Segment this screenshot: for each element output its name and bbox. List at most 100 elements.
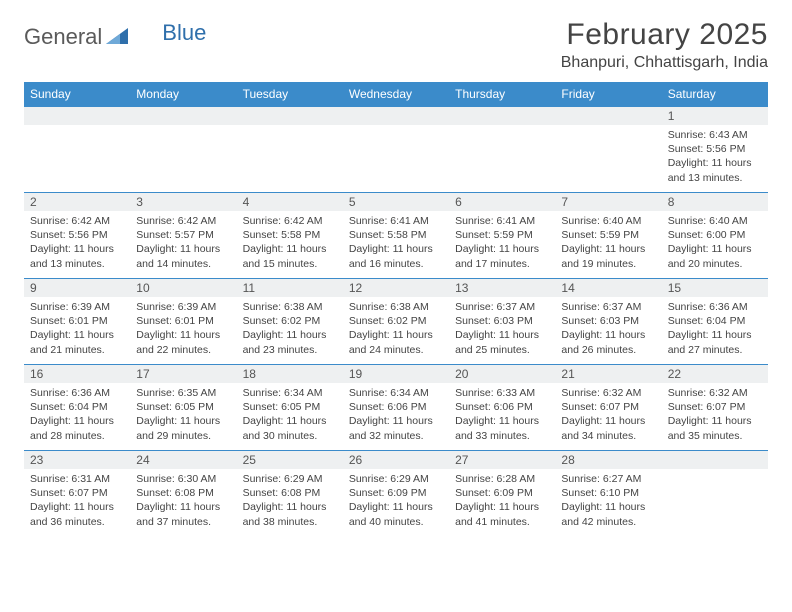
daylight-text: Daylight: 11 hours and 20 minutes. <box>668 242 762 270</box>
daylight-text: Daylight: 11 hours and 41 minutes. <box>455 500 549 528</box>
sunrise-text: Sunrise: 6:42 AM <box>136 214 230 228</box>
sunrise-text: Sunrise: 6:40 AM <box>668 214 762 228</box>
sunrise-text: Sunrise: 6:35 AM <box>136 386 230 400</box>
sunset-text: Sunset: 6:10 PM <box>561 486 655 500</box>
sunset-text: Sunset: 6:07 PM <box>668 400 762 414</box>
day-number: 4 <box>237 193 343 211</box>
sunrise-text: Sunrise: 6:31 AM <box>30 472 124 486</box>
calendar-cell: 1Sunrise: 6:43 AMSunset: 5:56 PMDaylight… <box>662 107 768 193</box>
daylight-text: Daylight: 11 hours and 19 minutes. <box>561 242 655 270</box>
daylight-text: Daylight: 11 hours and 36 minutes. <box>30 500 124 528</box>
day-number: 23 <box>24 451 130 469</box>
sunset-text: Sunset: 5:57 PM <box>136 228 230 242</box>
sunset-text: Sunset: 6:07 PM <box>561 400 655 414</box>
calendar-cell <box>130 107 236 193</box>
day-number: 15 <box>662 279 768 297</box>
daylight-text: Daylight: 11 hours and 33 minutes. <box>455 414 549 442</box>
calendar-week-row: 23Sunrise: 6:31 AMSunset: 6:07 PMDayligh… <box>24 451 768 537</box>
day-number: 27 <box>449 451 555 469</box>
day-number <box>130 107 236 125</box>
sunset-text: Sunset: 6:09 PM <box>349 486 443 500</box>
daylight-text: Daylight: 11 hours and 23 minutes. <box>243 328 337 356</box>
calendar-cell <box>24 107 130 193</box>
daylight-text: Daylight: 11 hours and 17 minutes. <box>455 242 549 270</box>
day-number: 1 <box>662 107 768 125</box>
daylight-text: Daylight: 11 hours and 27 minutes. <box>668 328 762 356</box>
calendar-cell: 10Sunrise: 6:39 AMSunset: 6:01 PMDayligh… <box>130 279 236 365</box>
location-label: Bhanpuri, Chhattisgarh, India <box>561 54 768 72</box>
calendar-cell: 17Sunrise: 6:35 AMSunset: 6:05 PMDayligh… <box>130 365 236 451</box>
page-header: General Blue February 2025 Bhanpuri, Chh… <box>24 18 768 72</box>
day-details: Sunrise: 6:28 AMSunset: 6:09 PMDaylight:… <box>449 469 555 533</box>
calendar-cell: 12Sunrise: 6:38 AMSunset: 6:02 PMDayligh… <box>343 279 449 365</box>
calendar-cell <box>662 451 768 537</box>
day-number: 21 <box>555 365 661 383</box>
calendar-cell: 28Sunrise: 6:27 AMSunset: 6:10 PMDayligh… <box>555 451 661 537</box>
day-details: Sunrise: 6:39 AMSunset: 6:01 PMDaylight:… <box>130 297 236 361</box>
day-number <box>662 451 768 469</box>
sunrise-text: Sunrise: 6:42 AM <box>243 214 337 228</box>
calendar-week-row: 9Sunrise: 6:39 AMSunset: 6:01 PMDaylight… <box>24 279 768 365</box>
day-details: Sunrise: 6:41 AMSunset: 5:59 PMDaylight:… <box>449 211 555 275</box>
day-number: 13 <box>449 279 555 297</box>
day-number: 6 <box>449 193 555 211</box>
day-details: Sunrise: 6:37 AMSunset: 6:03 PMDaylight:… <box>555 297 661 361</box>
day-details: Sunrise: 6:40 AMSunset: 6:00 PMDaylight:… <box>662 211 768 275</box>
weekday-header: Thursday <box>449 82 555 107</box>
day-details: Sunrise: 6:32 AMSunset: 6:07 PMDaylight:… <box>555 383 661 447</box>
sunset-text: Sunset: 5:56 PM <box>668 142 762 156</box>
calendar-cell: 25Sunrise: 6:29 AMSunset: 6:08 PMDayligh… <box>237 451 343 537</box>
calendar-cell: 11Sunrise: 6:38 AMSunset: 6:02 PMDayligh… <box>237 279 343 365</box>
sunset-text: Sunset: 6:06 PM <box>455 400 549 414</box>
brand-part1: General <box>24 24 102 50</box>
day-number <box>24 107 130 125</box>
sunset-text: Sunset: 6:05 PM <box>243 400 337 414</box>
calendar-cell: 7Sunrise: 6:40 AMSunset: 5:59 PMDaylight… <box>555 193 661 279</box>
day-details: Sunrise: 6:32 AMSunset: 6:07 PMDaylight:… <box>662 383 768 447</box>
sunset-text: Sunset: 5:58 PM <box>243 228 337 242</box>
sunrise-text: Sunrise: 6:33 AM <box>455 386 549 400</box>
sunset-text: Sunset: 6:02 PM <box>349 314 443 328</box>
sunset-text: Sunset: 6:05 PM <box>136 400 230 414</box>
sunset-text: Sunset: 5:58 PM <box>349 228 443 242</box>
sunset-text: Sunset: 6:06 PM <box>349 400 443 414</box>
day-details: Sunrise: 6:33 AMSunset: 6:06 PMDaylight:… <box>449 383 555 447</box>
calendar-cell <box>237 107 343 193</box>
sunset-text: Sunset: 6:01 PM <box>30 314 124 328</box>
calendar-week-row: 1Sunrise: 6:43 AMSunset: 5:56 PMDaylight… <box>24 107 768 193</box>
weekday-row: SundayMondayTuesdayWednesdayThursdayFrid… <box>24 82 768 107</box>
day-number <box>555 107 661 125</box>
calendar-cell <box>449 107 555 193</box>
daylight-text: Daylight: 11 hours and 21 minutes. <box>30 328 124 356</box>
calendar-cell: 20Sunrise: 6:33 AMSunset: 6:06 PMDayligh… <box>449 365 555 451</box>
daylight-text: Daylight: 11 hours and 29 minutes. <box>136 414 230 442</box>
day-details: Sunrise: 6:35 AMSunset: 6:05 PMDaylight:… <box>130 383 236 447</box>
calendar-cell: 6Sunrise: 6:41 AMSunset: 5:59 PMDaylight… <box>449 193 555 279</box>
sunset-text: Sunset: 5:59 PM <box>455 228 549 242</box>
sunrise-text: Sunrise: 6:38 AM <box>243 300 337 314</box>
day-details: Sunrise: 6:38 AMSunset: 6:02 PMDaylight:… <box>237 297 343 361</box>
month-title: February 2025 <box>561 18 768 52</box>
daylight-text: Daylight: 11 hours and 13 minutes. <box>668 156 762 184</box>
sunrise-text: Sunrise: 6:36 AM <box>30 386 124 400</box>
calendar-cell: 3Sunrise: 6:42 AMSunset: 5:57 PMDaylight… <box>130 193 236 279</box>
sunset-text: Sunset: 6:07 PM <box>30 486 124 500</box>
weekday-header: Sunday <box>24 82 130 107</box>
day-number: 28 <box>555 451 661 469</box>
daylight-text: Daylight: 11 hours and 26 minutes. <box>561 328 655 356</box>
day-number: 18 <box>237 365 343 383</box>
sunset-text: Sunset: 6:04 PM <box>30 400 124 414</box>
weekday-header: Saturday <box>662 82 768 107</box>
calendar-cell: 5Sunrise: 6:41 AMSunset: 5:58 PMDaylight… <box>343 193 449 279</box>
day-number: 24 <box>130 451 236 469</box>
weekday-header: Monday <box>130 82 236 107</box>
daylight-text: Daylight: 11 hours and 28 minutes. <box>30 414 124 442</box>
calendar-cell: 16Sunrise: 6:36 AMSunset: 6:04 PMDayligh… <box>24 365 130 451</box>
day-number: 7 <box>555 193 661 211</box>
sunset-text: Sunset: 6:08 PM <box>243 486 337 500</box>
daylight-text: Daylight: 11 hours and 24 minutes. <box>349 328 443 356</box>
calendar-cell: 2Sunrise: 6:42 AMSunset: 5:56 PMDaylight… <box>24 193 130 279</box>
sunset-text: Sunset: 6:02 PM <box>243 314 337 328</box>
day-details: Sunrise: 6:34 AMSunset: 6:06 PMDaylight:… <box>343 383 449 447</box>
calendar-cell: 15Sunrise: 6:36 AMSunset: 6:04 PMDayligh… <box>662 279 768 365</box>
